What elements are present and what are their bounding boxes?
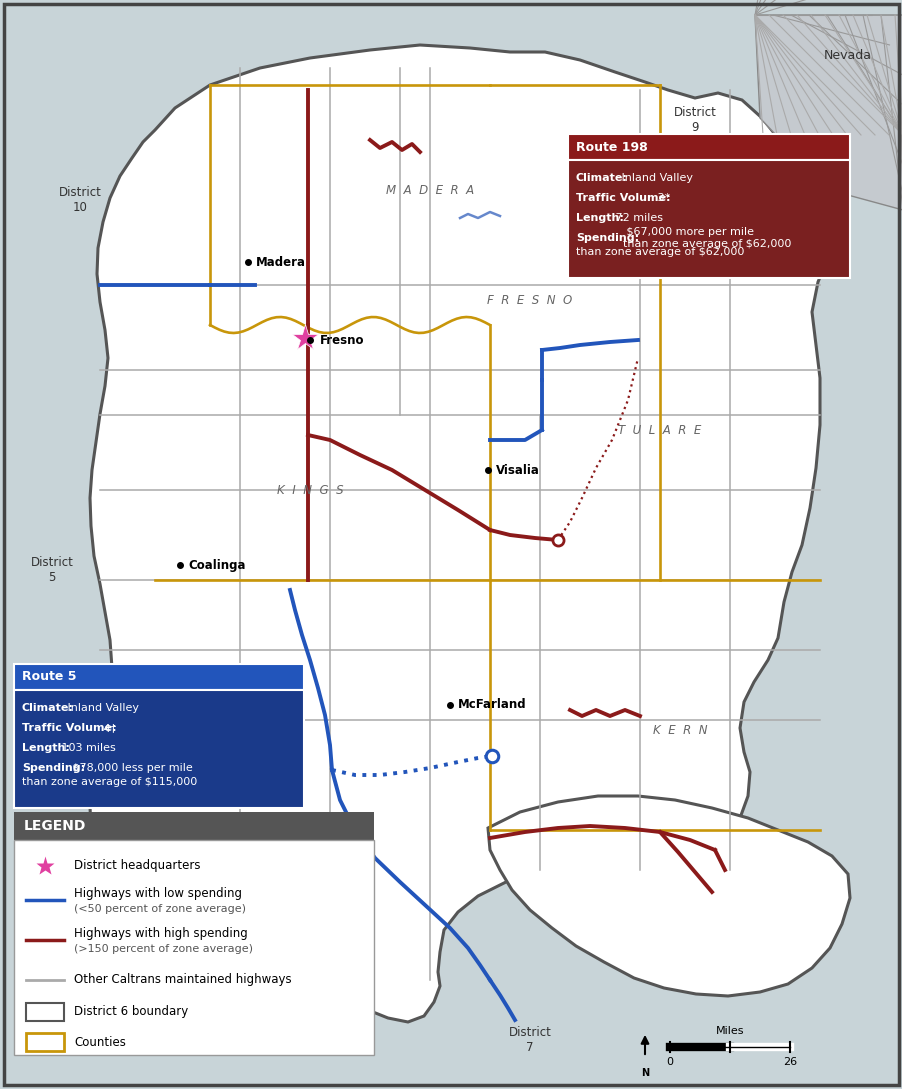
Bar [26,1033,64,1051]
Text: Nevada: Nevada [824,49,871,61]
Text: F  R  E  S  N  O: F R E S N O [487,294,572,306]
Text: M  A  D  E  R  A: M A D E R A [385,184,474,196]
Text: District
9: District 9 [673,106,715,134]
Text: District headquarters: District headquarters [74,859,200,872]
Text: Other Caltrans maintained highways: Other Caltrans maintained highways [74,974,291,987]
Text: 26: 26 [782,1057,796,1067]
FancyBboxPatch shape [14,664,304,690]
Text: Climate:: Climate: [22,703,74,713]
Text: LEGEND: LEGEND [24,819,87,833]
Text: Inland Valley: Inland Valley [63,703,138,713]
Text: K  I  N  G  S: K I N G S [276,484,343,497]
Text: than zone average of $62,000: than zone average of $62,000 [575,247,743,257]
Text: N: N [640,1068,649,1078]
Polygon shape [487,796,849,996]
Text: Climate:: Climate: [575,173,627,183]
Text: Highways with low spending: Highways with low spending [74,886,242,900]
FancyBboxPatch shape [14,812,373,840]
Text: District
5: District 5 [31,556,73,584]
Text: Length:: Length: [575,213,623,223]
FancyBboxPatch shape [567,160,849,278]
FancyBboxPatch shape [567,134,849,160]
Text: 3*: 3* [653,193,669,203]
Text: Route 198: Route 198 [575,140,647,154]
Text: T  U  L  A  R  E: T U L A R E [618,424,701,437]
Bar [26,1003,64,1021]
Text: District
10: District 10 [59,186,101,215]
Text: 103 miles: 103 miles [59,743,116,752]
Text: Route 5: Route 5 [22,671,77,684]
Text: Counties: Counties [74,1036,125,1049]
Text: than zone average of $115,000: than zone average of $115,000 [22,776,197,787]
Text: McFarland: McFarland [457,698,526,711]
FancyBboxPatch shape [14,840,373,1055]
Polygon shape [754,15,902,210]
Text: Miles: Miles [715,1026,743,1036]
Text: District
7: District 7 [508,1026,551,1054]
Text: $67,000 more per mile
than zone average of $62,000: $67,000 more per mile than zone average … [622,228,790,248]
Text: 4†: 4† [100,723,116,733]
Text: Highways with high spending: Highways with high spending [74,927,247,940]
FancyBboxPatch shape [14,690,304,808]
Text: Coalinga: Coalinga [188,559,245,572]
Text: Traffic Volume:: Traffic Volume: [575,193,670,203]
Text: Spending:: Spending: [22,763,85,773]
Text: District 6 boundary: District 6 boundary [74,1005,188,1018]
Text: (<50 percent of zone average): (<50 percent of zone average) [74,904,245,914]
Text: 72 miles: 72 miles [612,213,663,223]
Text: Madera: Madera [255,256,306,269]
Text: K  E  R  N: K E R N [652,723,706,736]
Text: Fresno: Fresno [319,333,364,346]
Text: 0: 0 [666,1057,673,1067]
Text: $78,000 less per mile: $78,000 less per mile [69,763,192,773]
Polygon shape [90,45,831,1021]
Text: Traffic Volume:: Traffic Volume: [22,723,116,733]
Text: (>150 percent of zone average): (>150 percent of zone average) [74,944,253,954]
Text: Spending:: Spending: [575,233,639,243]
Text: Length:: Length: [22,743,69,752]
Text: Visalia: Visalia [495,464,539,477]
Text: Inland Valley: Inland Valley [617,173,692,183]
